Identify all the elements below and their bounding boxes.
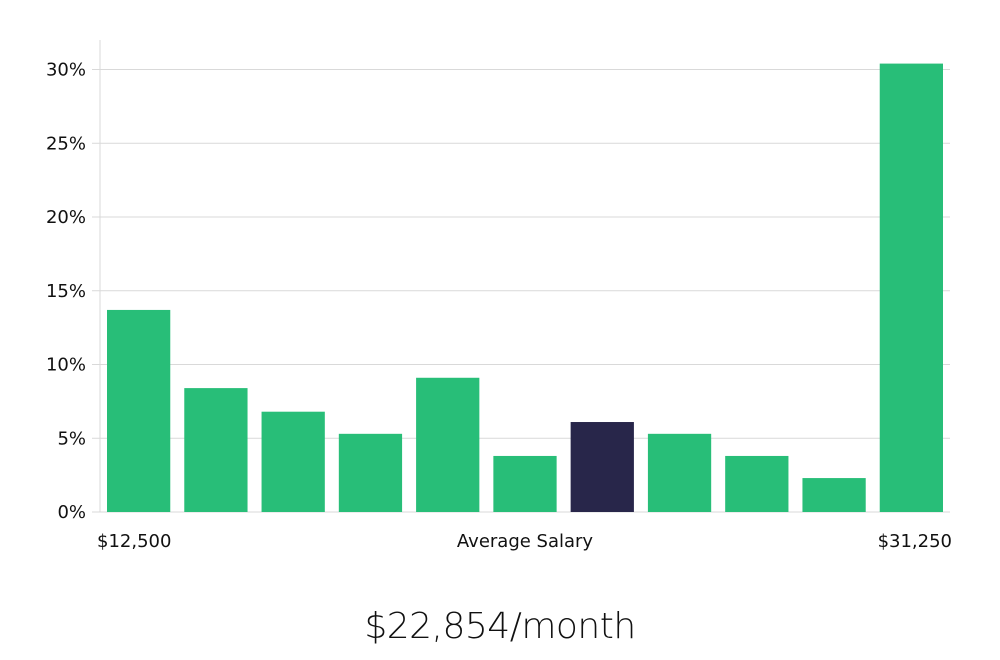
y-tick-label: 5% [57,428,86,449]
salary-distribution-chart: 0% 5% 10% 15% 20% 25% 30% $12,500 Average Sala… [46,40,952,552]
bars [107,63,943,512]
bar [493,455,557,512]
x-label-max: $31,250 [878,531,952,552]
y-tick-label: 15% [46,281,86,302]
y-axis-ticks: 0% 5% 10% 15% 20% 25% 30% [46,60,86,524]
bar [416,377,480,512]
y-tick-label: 30% [46,60,86,81]
y-tick-label: 10% [46,355,86,376]
bar [647,433,712,512]
bar [184,388,248,512]
bar-average-highlight [570,422,634,512]
bar [802,478,866,512]
bar [879,63,943,512]
y-tick-label: 20% [46,207,86,228]
bar [725,455,789,512]
y-tick-label: 0% [57,502,86,523]
x-label-min: $12,500 [97,531,171,552]
bar [261,411,325,512]
y-tick-label: 25% [46,133,86,154]
average-salary-value: $22,854/month [364,606,636,647]
bar [107,309,171,512]
x-label-average: Average Salary [457,531,594,552]
bar [338,433,403,512]
